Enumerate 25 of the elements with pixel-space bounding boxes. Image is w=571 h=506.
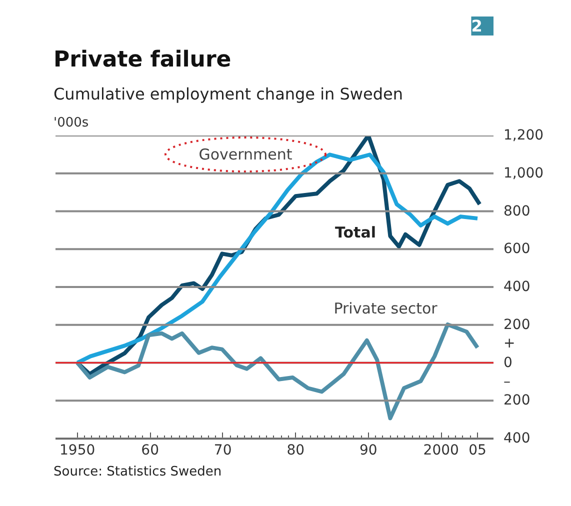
y-tick-label: + 0 – xyxy=(504,336,516,390)
annotation: Government xyxy=(198,146,292,164)
y-tick-label: 400 xyxy=(504,279,530,295)
chart-title: Private failure xyxy=(54,48,232,72)
x-tick-label: 90 xyxy=(359,442,378,458)
annotation: Total xyxy=(335,224,376,242)
text: 2 xyxy=(471,16,482,36)
chart-subtitle: Cumulative employment change in Sweden xyxy=(54,84,403,104)
x-tick-label: 2000 xyxy=(423,442,459,458)
y-tick-label: 200 xyxy=(504,316,530,333)
x-tick-label: 1950 xyxy=(60,442,96,458)
line-series xyxy=(75,322,480,420)
source-note: Source: Statistics Sweden xyxy=(54,464,222,480)
y-tick-label: 600 xyxy=(504,241,530,258)
x-tick-label: 70 xyxy=(214,442,232,458)
x-tick-label: 80 xyxy=(286,442,305,458)
y-tick-label: 1,200 xyxy=(504,128,544,144)
y-tick-label: 1,000 xyxy=(504,165,544,182)
x-tick-label: 05 xyxy=(468,442,486,458)
y-axis-title: '000s xyxy=(54,116,89,130)
y-tick-label: 400 xyxy=(504,430,530,446)
annotation: Private sector xyxy=(334,300,438,318)
y-tick-label: 800 xyxy=(504,203,530,220)
y-tick-label: 200 xyxy=(504,392,530,409)
x-tick-label: 60 xyxy=(141,442,160,458)
